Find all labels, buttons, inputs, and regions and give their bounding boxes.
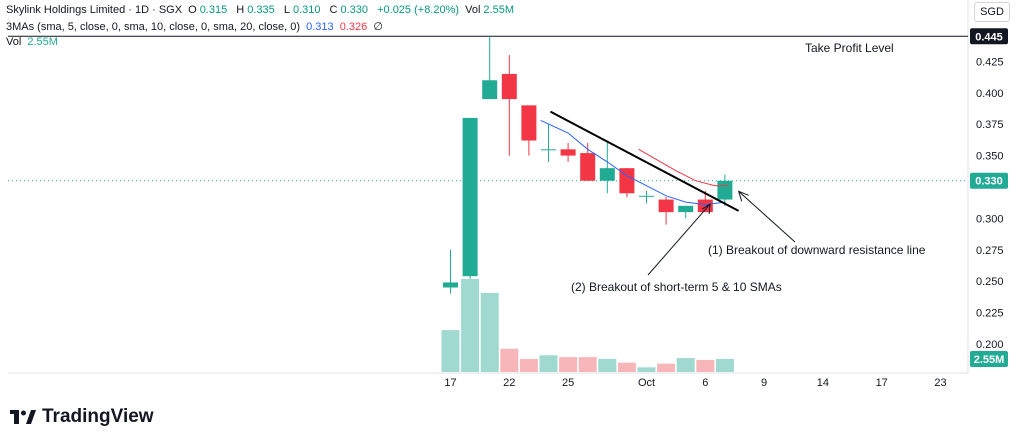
x-tick-label: 9 [761,377,767,389]
change-value: +0.025 (+8.20%) [377,4,460,16]
arrow-head-1 [737,190,749,202]
volume-bar [696,359,715,372]
x-tick-label: 6 [702,377,708,389]
candle-body [658,199,674,213]
close-value: 0.330 [340,4,369,16]
candle-body [717,180,733,200]
volume-bar [637,367,656,372]
volume-bar [519,358,538,372]
candle-body [541,149,556,151]
candle-body [599,168,615,181]
symbol-legend: Skylink Holdings Limited · 1D · SGX O 0.3… [6,4,514,16]
y-tick-label: 0.300 [976,213,1004,225]
candle-body [560,149,576,156]
y-tick-label: 0.425 [976,56,1004,68]
high-price-label: 0.445 [975,31,1003,43]
last-price-label: 0.330 [975,176,1003,188]
sma10-value: 0.326 [339,21,368,33]
breakout-resistance-annotation: (1) Breakout of downward resistance line [708,243,926,257]
breakout-sma-annotation: (2) Breakout of short-term 5 & 10 SMAs [571,280,782,294]
candle-body [678,205,694,213]
y-tick-label: 0.250 [976,276,1004,288]
x-tick-label: Oct [638,377,655,389]
resistance-trendline [549,110,740,212]
sma20-value: ∅ [373,21,383,33]
last-price-label-bg [970,172,1008,189]
volume-label: 2.55M [974,354,1005,366]
low-value: 0.310 [292,4,321,16]
sma-legend[interactable]: 3MAs (sma, 5, close, 0, sma, 10, close, … [6,20,386,33]
x-tick-label: 22 [503,377,515,389]
candle-body [482,80,498,100]
take-profit-annotation: Take Profit Level [805,41,894,55]
volume-bar [559,357,578,372]
x-tick-label: 25 [562,377,574,389]
volume-bar [441,330,460,372]
volume-bar [715,358,734,372]
tradingview-wordmark: TradingView [42,406,154,427]
volume-bar [657,363,676,372]
candle-body [521,105,537,141]
volume-bar [500,348,519,372]
high-price-label-bg [970,28,1008,45]
candle-body [619,168,635,194]
x-tick-label: 23 [934,377,946,389]
candle-body [462,117,478,277]
volume-legend[interactable]: Vol 2.55M [6,36,61,48]
currency-button[interactable]: SGD [974,2,1010,22]
candle-body [697,199,713,213]
volume-bar [578,357,597,372]
volume-bar [480,292,499,372]
sma5-value: 0.313 [306,21,334,33]
x-tick-label: 17 [876,377,888,389]
volume-legend-value: 2.55M [27,36,58,48]
arrow-head-2 [701,203,711,215]
arrow-line-2 [647,203,711,276]
volume-bar [539,355,558,372]
x-tick-label: 17 [444,377,456,389]
sma10-line [638,148,729,187]
volume-bar [676,358,695,372]
volume-bar [598,358,617,372]
high-value: 0.335 [247,4,275,16]
sma-legend-label: 3MAs (sma, 5, close, 0, sma, 10, close, … [6,21,301,33]
sma5-line [540,119,725,206]
open-value: 0.315 [199,4,228,16]
arrow-line-1 [738,190,796,243]
y-tick-label: 0.375 [976,119,1004,131]
volume-label-bg [970,351,1008,367]
symbol-name: Skylink Holdings Limited · 1D · SGX [6,4,183,16]
y-tick-label: 0.350 [976,151,1004,163]
tradingview-icon [10,410,36,424]
volume-value: 2.55M [483,4,514,16]
candle-body [443,282,458,288]
volume-bar [617,362,636,372]
candle-body [580,153,596,181]
price-chart[interactable]: 0.425 0.400 0.375 0.350 0.300 0.275 0.250 0.225… [0,0,1024,400]
volume-bar [461,279,480,372]
x-tick-label: 14 [817,377,829,389]
y-tick-label: 0.400 [976,88,1004,100]
candle-body [639,195,654,197]
y-tick-label: 0.200 [976,339,1004,351]
y-tick-label: 0.275 [976,245,1004,257]
volume-legend-label: Vol [6,36,22,48]
tradingview-logo[interactable]: TradingView [10,406,154,428]
y-tick-label: 0.225 [976,308,1004,320]
candle-body [501,73,517,100]
